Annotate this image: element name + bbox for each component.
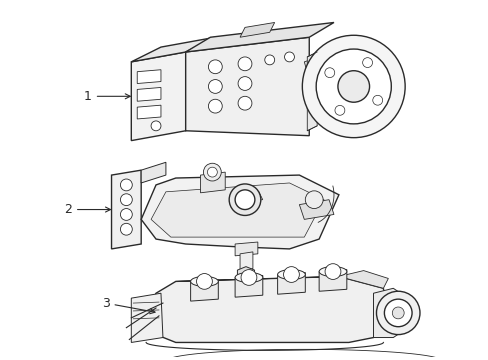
Polygon shape [131,293,163,342]
Circle shape [334,105,344,115]
Polygon shape [319,270,346,291]
Text: 1: 1 [84,90,130,103]
Circle shape [208,60,222,74]
Polygon shape [235,275,262,297]
Circle shape [235,190,254,210]
Polygon shape [141,175,338,249]
Polygon shape [190,279,218,301]
Polygon shape [131,37,215,62]
Polygon shape [277,273,305,294]
Polygon shape [306,52,317,131]
Ellipse shape [319,267,346,276]
Polygon shape [240,22,274,37]
Polygon shape [240,252,252,271]
Polygon shape [235,242,257,256]
Circle shape [372,95,382,105]
Circle shape [208,80,222,93]
Polygon shape [137,70,161,84]
Polygon shape [200,172,225,193]
Circle shape [238,57,251,71]
Polygon shape [131,52,185,141]
Text: 2: 2 [64,203,110,216]
Polygon shape [185,22,333,52]
Ellipse shape [190,276,218,286]
Circle shape [238,77,251,90]
Circle shape [384,299,411,327]
Ellipse shape [235,273,262,282]
Ellipse shape [277,270,305,279]
Polygon shape [299,200,333,219]
Circle shape [208,99,222,113]
Circle shape [302,35,405,138]
Polygon shape [304,57,324,80]
Circle shape [120,208,132,220]
Circle shape [229,184,260,215]
Polygon shape [137,87,161,101]
Polygon shape [141,162,165,183]
Circle shape [203,163,221,181]
Circle shape [362,58,372,68]
Circle shape [325,264,340,279]
Polygon shape [111,170,141,249]
Polygon shape [151,183,324,237]
Circle shape [324,68,334,78]
Polygon shape [237,267,254,280]
Circle shape [207,167,217,177]
Polygon shape [137,105,161,119]
Text: 3: 3 [102,297,155,314]
Circle shape [241,270,256,285]
Polygon shape [317,40,368,57]
Circle shape [283,267,299,282]
Circle shape [120,179,132,191]
Circle shape [284,52,294,62]
Circle shape [337,71,369,102]
Circle shape [316,49,390,124]
Polygon shape [231,192,262,203]
Polygon shape [175,271,387,288]
Polygon shape [373,288,407,338]
Circle shape [305,191,323,208]
Circle shape [238,96,251,110]
Circle shape [264,55,274,65]
Circle shape [196,274,212,289]
Polygon shape [146,276,387,342]
Circle shape [120,223,132,235]
Circle shape [151,121,161,131]
Polygon shape [185,37,308,136]
Circle shape [376,291,419,334]
Circle shape [120,194,132,206]
Circle shape [391,307,404,319]
